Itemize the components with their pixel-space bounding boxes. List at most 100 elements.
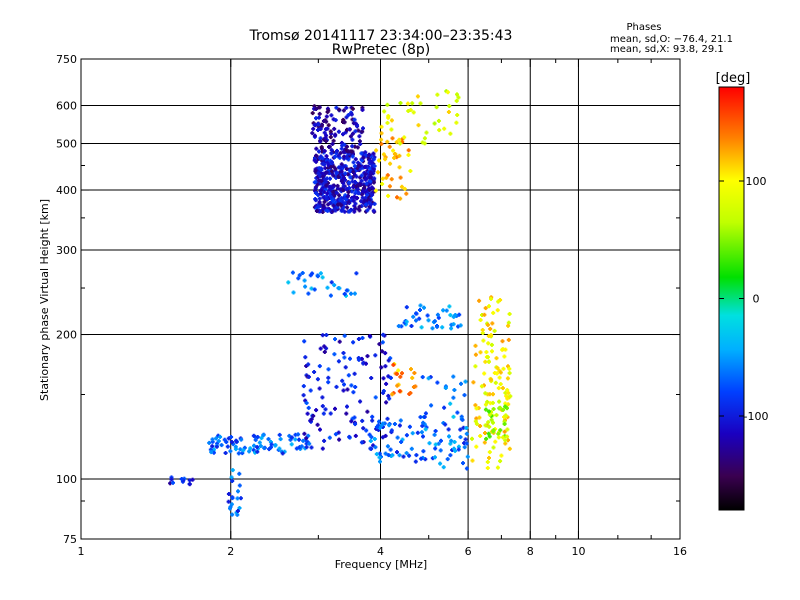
data-point bbox=[291, 291, 296, 294]
data-point bbox=[482, 313, 487, 316]
data-point bbox=[318, 140, 323, 143]
data-point bbox=[214, 437, 219, 440]
data-point bbox=[365, 355, 370, 358]
data-point bbox=[488, 402, 493, 405]
data-point bbox=[321, 138, 326, 141]
data-point bbox=[341, 182, 346, 184]
data-point bbox=[337, 340, 342, 343]
data-point bbox=[394, 141, 399, 144]
data-point bbox=[333, 201, 338, 204]
data-point bbox=[397, 154, 402, 157]
data-point bbox=[302, 432, 307, 435]
colorbar-tick-label: -100 bbox=[744, 410, 769, 423]
data-point bbox=[418, 304, 423, 307]
data-point bbox=[319, 169, 324, 171]
data-point bbox=[432, 122, 437, 125]
data-point bbox=[341, 352, 346, 354]
data-point bbox=[318, 204, 323, 207]
data-point bbox=[226, 500, 231, 503]
data-point bbox=[470, 437, 474, 440]
data-point bbox=[336, 199, 341, 202]
data-point bbox=[168, 482, 173, 485]
y-tick-label: 400 bbox=[56, 184, 77, 197]
data-point bbox=[367, 335, 372, 337]
data-point bbox=[398, 142, 403, 145]
data-point bbox=[421, 435, 425, 438]
data-point bbox=[334, 106, 339, 109]
data-point bbox=[352, 372, 357, 375]
data-point bbox=[470, 459, 475, 462]
data-point bbox=[354, 123, 359, 126]
data-point bbox=[230, 469, 235, 472]
data-point bbox=[293, 433, 298, 436]
data-point bbox=[229, 441, 234, 443]
data-point bbox=[319, 150, 324, 153]
data-point bbox=[313, 186, 318, 189]
cluster-f2-scattered bbox=[379, 89, 461, 146]
data-point bbox=[420, 376, 425, 379]
data-point bbox=[489, 418, 494, 421]
data-point bbox=[366, 195, 371, 198]
data-point bbox=[438, 449, 443, 452]
data-point bbox=[436, 442, 441, 445]
data-point bbox=[456, 448, 461, 451]
data-point bbox=[352, 204, 357, 207]
data-point bbox=[361, 183, 366, 186]
data-point bbox=[369, 436, 374, 438]
data-point bbox=[322, 150, 327, 152]
data-point bbox=[361, 127, 365, 130]
data-point bbox=[350, 196, 354, 199]
data-point bbox=[314, 210, 319, 212]
cluster-f1-cyan bbox=[419, 374, 470, 471]
data-point bbox=[409, 325, 414, 327]
data-point bbox=[228, 450, 233, 453]
x-axis-ticks: 1 2 4 6 8 10 16 bbox=[78, 59, 687, 558]
data-point bbox=[346, 374, 351, 377]
data-point bbox=[358, 167, 363, 170]
data-point bbox=[502, 435, 507, 438]
data-point bbox=[338, 199, 343, 202]
data-point bbox=[320, 396, 325, 399]
data-point bbox=[448, 314, 453, 317]
data-point bbox=[485, 461, 490, 463]
data-point bbox=[342, 174, 346, 176]
data-point bbox=[377, 343, 382, 346]
data-point bbox=[489, 343, 494, 346]
data-point bbox=[396, 325, 401, 328]
data-point bbox=[405, 102, 410, 105]
data-point bbox=[505, 416, 510, 419]
data-point bbox=[340, 144, 345, 147]
data-point bbox=[400, 141, 405, 144]
data-point bbox=[242, 446, 247, 449]
data-point bbox=[316, 129, 320, 131]
data-point bbox=[247, 450, 252, 453]
data-point bbox=[307, 442, 312, 445]
data-point bbox=[409, 368, 413, 371]
data-point bbox=[358, 182, 363, 185]
data-point bbox=[316, 157, 321, 160]
data-point bbox=[318, 347, 323, 350]
data-point bbox=[208, 448, 213, 451]
cluster-f2-low-band bbox=[286, 270, 359, 298]
data-point bbox=[219, 444, 224, 447]
data-point bbox=[340, 379, 345, 382]
data-point bbox=[367, 199, 372, 202]
data-point bbox=[489, 297, 493, 300]
data-point bbox=[484, 437, 489, 440]
data-point bbox=[391, 149, 396, 152]
data-point bbox=[361, 187, 366, 190]
data-point bbox=[367, 153, 372, 156]
data-point bbox=[450, 449, 455, 451]
data-point bbox=[326, 124, 331, 127]
data-point bbox=[312, 288, 317, 291]
data-point bbox=[346, 210, 351, 213]
data-point bbox=[376, 171, 380, 174]
data-point bbox=[351, 341, 356, 344]
data-point bbox=[379, 143, 384, 145]
data-point bbox=[266, 438, 271, 441]
data-point bbox=[229, 503, 234, 506]
data-point bbox=[318, 137, 323, 140]
data-point bbox=[258, 445, 263, 447]
data-point bbox=[308, 419, 313, 422]
data-point bbox=[353, 158, 358, 161]
